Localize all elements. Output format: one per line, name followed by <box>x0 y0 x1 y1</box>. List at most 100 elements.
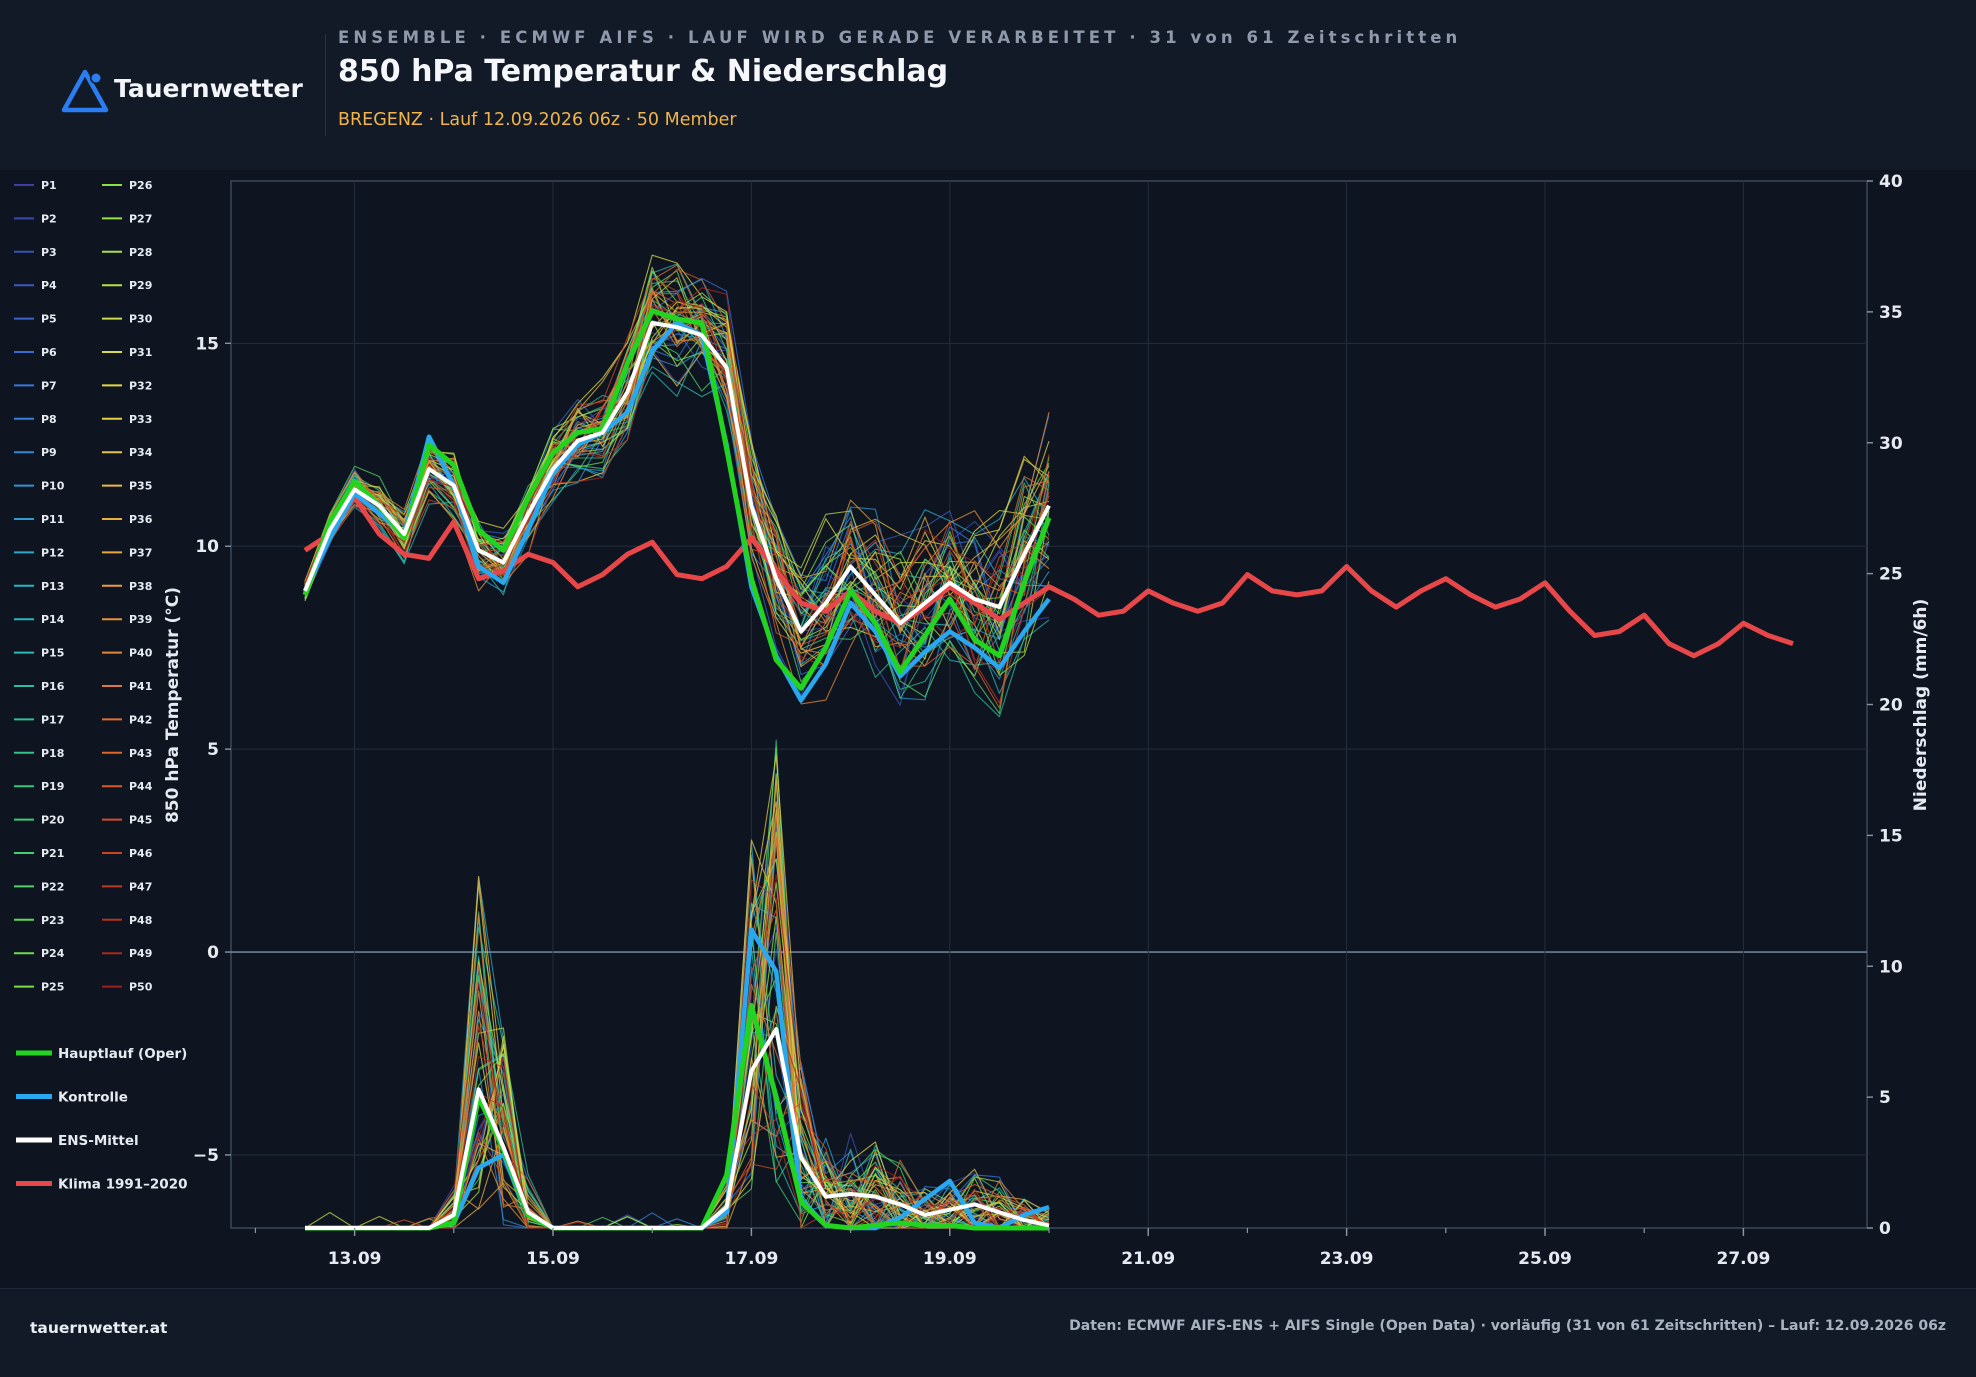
legend-member-label: P22 <box>41 880 64 893</box>
y2-tick-label: 40 <box>1879 172 1903 192</box>
legend-member-label: P26 <box>129 179 153 192</box>
legend: P1 P2 P3 P4 P5 P6 P7 P8 P9 P10 P11 P12 P13 P14 P15 P16 P… <box>14 179 188 1193</box>
y2-tick-label: 25 <box>1879 565 1903 585</box>
legend-member-label: P11 <box>41 513 64 526</box>
y2-tick-label: 10 <box>1879 957 1903 977</box>
legend-member-label: P35 <box>129 480 152 493</box>
legend-member-label: P46 <box>129 847 153 860</box>
legend-member-label: P41 <box>129 680 152 693</box>
member-temp-line <box>304 264 1050 646</box>
legend-member-label: P29 <box>129 279 152 292</box>
y-tick-label: 5 <box>207 740 219 760</box>
legend-member-label: P19 <box>41 780 64 793</box>
legend-member-label: P8 <box>41 413 57 426</box>
brand-name: Tauernwetter <box>114 74 303 103</box>
x-tick-label: 15.09 <box>526 1249 580 1269</box>
legend-member-label: P25 <box>41 981 64 994</box>
legend-member-label: P30 <box>129 313 153 326</box>
member-temp-line <box>304 301 1050 677</box>
legend-series-label: Klima 1991–2020 <box>58 1177 188 1193</box>
mountain-logo-icon <box>61 69 109 113</box>
legend-member-label: P1 <box>41 179 57 192</box>
member-temp-line <box>304 289 1050 629</box>
temperature-lines <box>302 254 1794 718</box>
header: Tauernwetter ENSEMBLE · ECMWF AIFS · LAU… <box>0 0 1976 170</box>
member-temp-line <box>304 300 1050 641</box>
legend-member-label: P49 <box>129 947 152 960</box>
legend-member-label: P32 <box>129 379 152 392</box>
legend-series-label: Hauptlauf (Oper) <box>58 1046 187 1062</box>
header-divider <box>325 34 326 136</box>
legend-member-label: P6 <box>41 346 57 359</box>
legend-member-label: P9 <box>41 446 57 459</box>
legend-member-label: P44 <box>129 780 153 793</box>
legend-member-label: P47 <box>129 880 152 893</box>
y2-tick-label: 5 <box>1879 1088 1891 1108</box>
temp-klima-line <box>303 495 1794 659</box>
temp-kontrolleline <box>302 320 1051 703</box>
member-temp-line <box>304 268 1050 671</box>
legend-member-label: P2 <box>41 212 57 225</box>
legend-member-label: P43 <box>129 747 152 760</box>
y-axis-label: 850 hPa Temperatur (°C) <box>163 587 183 823</box>
legend-member-label: P17 <box>41 713 64 726</box>
legend-member-label: P27 <box>129 212 152 225</box>
y2-tick-label: 0 <box>1879 1219 1891 1239</box>
legend-member-label: P14 <box>41 613 65 626</box>
legend-member-label: P40 <box>129 647 153 660</box>
legend-member-label: P4 <box>41 279 57 292</box>
legend-member-label: P23 <box>41 914 64 927</box>
legend-member-label: P18 <box>41 747 64 760</box>
footer: tauernwetter.at Daten: ECMWF AIFS-ENS + … <box>0 1288 1976 1377</box>
x-tick-label: 17.09 <box>725 1249 779 1269</box>
legend-member-label: P24 <box>41 947 65 960</box>
legend-member-label: P34 <box>129 446 153 459</box>
y2-axis-label: Niederschlag (mm/6h) <box>1911 599 1931 811</box>
legend-member-label: P48 <box>129 914 152 927</box>
y2-tick-label: 30 <box>1879 434 1903 454</box>
legend-member-label: P31 <box>129 346 152 359</box>
y-tick-label: −5 <box>193 1146 219 1166</box>
run-status-kicker: ENSEMBLE · ECMWF AIFS · LAUF WIRD GERADE… <box>338 28 1462 47</box>
legend-member-label: P7 <box>41 379 57 392</box>
legend-member-label: P5 <box>41 313 57 326</box>
legend-member-label: P39 <box>129 613 152 626</box>
legend-series-label: Kontrolle <box>58 1090 128 1106</box>
y-tick-label: 10 <box>195 537 219 557</box>
x-tick-label: 21.09 <box>1121 1249 1175 1269</box>
legend-member-label: P20 <box>41 814 65 827</box>
legend-member-label: P13 <box>41 580 64 593</box>
legend-member-label: P16 <box>41 680 65 693</box>
footer-source: Daten: ECMWF AIFS-ENS + AIFS Single (Ope… <box>1069 1318 1946 1334</box>
temp-hauptlauf-oper-line <box>302 308 1052 691</box>
legend-member-label: P15 <box>41 647 64 660</box>
footer-site-link[interactable]: tauernwetter.at <box>30 1319 168 1337</box>
legend-member-label: P42 <box>129 713 152 726</box>
temp-ens-mittelline <box>303 321 1051 634</box>
precip-ens-mittelline <box>305 1027 1050 1230</box>
precipitation-lines <box>304 739 1050 1231</box>
legend-member-label: P12 <box>41 546 64 559</box>
legend-member-label: P45 <box>129 814 152 827</box>
ensemble-chart[interactable]: P1 P2 P3 P4 P5 P6 P7 P8 P9 P10 P11 P12 P13 P14 P15 P16 P… <box>0 170 1976 1288</box>
legend-member-label: P28 <box>129 246 152 259</box>
y2-tick-label: 20 <box>1879 696 1903 716</box>
legend-series-label: ENS-Mittel <box>58 1133 139 1149</box>
x-tick-label: 19.09 <box>923 1249 977 1269</box>
legend-member-label: P33 <box>129 413 152 426</box>
y2-tick-label: 15 <box>1879 826 1903 846</box>
legend-member-label: P3 <box>41 246 57 259</box>
axes: −5 0 5 10 15 0 5 10 15 20 25 30 35 40 13.09 15.09 17.09 1… <box>193 172 1903 1269</box>
y2-tick-label: 35 <box>1879 303 1903 323</box>
x-tick-label: 25.09 <box>1518 1249 1572 1269</box>
legend-member-label: P37 <box>129 546 152 559</box>
page-title: 850 hPa Temperatur & Niederschlag <box>338 54 949 89</box>
x-tick-label: 13.09 <box>328 1249 382 1269</box>
brand-logo[interactable]: Tauernwetter <box>60 66 320 116</box>
legend-member-label: P10 <box>41 480 65 493</box>
legend-member-label: P21 <box>41 847 64 860</box>
x-tick-label: 23.09 <box>1320 1249 1374 1269</box>
run-info-subtitle: BREGENZ · Lauf 12.09.2026 06z · 50 Membe… <box>338 110 737 130</box>
y-tick-label: 0 <box>207 943 219 963</box>
x-tick-label: 27.09 <box>1717 1249 1771 1269</box>
